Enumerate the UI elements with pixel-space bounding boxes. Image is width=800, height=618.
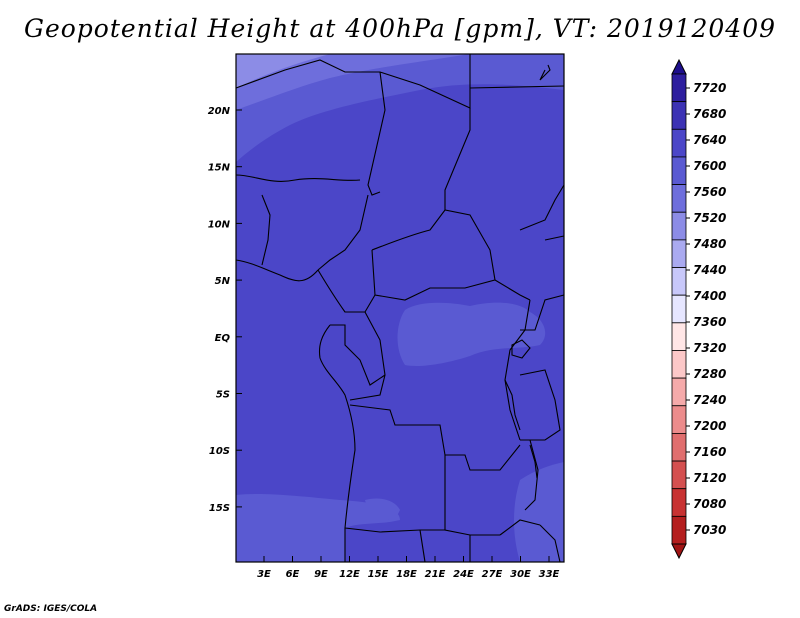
field-patch-equator bbox=[397, 302, 546, 366]
field-band-north-2 bbox=[236, 54, 470, 110]
colorbar-box bbox=[671, 211, 687, 241]
colorbar-box bbox=[671, 515, 687, 545]
border-kenya-uganda bbox=[520, 294, 565, 331]
nile-line bbox=[539, 64, 551, 81]
field-patch-south-center bbox=[365, 498, 400, 520]
colorbar-box bbox=[671, 101, 687, 130]
colorbar-box bbox=[671, 405, 687, 434]
map-title: Geopotential Height at 400hPa [gpm], VT:… bbox=[23, 14, 777, 43]
lon-tick-label: 9E bbox=[314, 569, 328, 580]
colorbar-label: 7030 bbox=[693, 523, 726, 537]
border-malawi bbox=[524, 439, 539, 511]
border-gabon-congo bbox=[330, 324, 386, 386]
colorbar-label: 7720 bbox=[693, 81, 726, 95]
border-south-namibia-botswana bbox=[419, 529, 426, 563]
colorbar-label: 7240 bbox=[693, 393, 726, 407]
colorbar-bottom-arrow bbox=[671, 543, 687, 560]
colorbar-label: 7680 bbox=[693, 107, 726, 121]
colorbar-label: 7120 bbox=[693, 471, 726, 485]
latitude-axis: 20N 15N 10N 5N EQ 5S 10S 15S bbox=[208, 106, 242, 514]
border-drc-west bbox=[349, 311, 386, 401]
coast-gabon bbox=[318, 324, 356, 562]
border-cameroon-gabon bbox=[317, 269, 376, 313]
lake-tanganyika bbox=[504, 379, 521, 431]
border-zambia-zim bbox=[499, 519, 541, 536]
lat-tick-label: 15S bbox=[209, 503, 230, 514]
lon-tick-label: 12E bbox=[339, 569, 360, 580]
colorbar-label: 7280 bbox=[693, 367, 726, 381]
lon-tick-label: 18E bbox=[396, 569, 417, 580]
colorbar-box bbox=[671, 239, 687, 268]
lon-tick-label: 30E bbox=[510, 569, 531, 580]
lat-tick-label: EQ bbox=[215, 333, 231, 344]
border-angola-zambia bbox=[444, 455, 500, 536]
colorbar-box bbox=[671, 294, 687, 324]
colorbar-label: 7080 bbox=[693, 497, 726, 511]
border-niger-nigeria bbox=[235, 174, 361, 182]
lake-victoria bbox=[511, 339, 531, 359]
colorbar-box bbox=[671, 184, 687, 213]
lon-tick-label: 27E bbox=[482, 569, 503, 580]
colorbar-label: 7560 bbox=[693, 185, 726, 199]
colorbar-box bbox=[671, 488, 687, 517]
colorbar-top-arrow bbox=[671, 58, 687, 75]
colorbar-label: 7360 bbox=[693, 315, 726, 329]
border-tanzania bbox=[519, 369, 561, 441]
border-north-1 bbox=[235, 54, 471, 109]
colorbar-label: 7200 bbox=[693, 419, 726, 433]
colorbar-box bbox=[671, 460, 687, 490]
lon-tick-label: 6E bbox=[286, 569, 300, 580]
lon-tick-label: 15E bbox=[368, 569, 389, 580]
colorbar-box bbox=[671, 128, 687, 158]
field-band-north-3 bbox=[236, 54, 330, 88]
border-nigeria-cameroon bbox=[317, 194, 369, 271]
border-benin bbox=[261, 194, 271, 266]
colorbar-box bbox=[671, 433, 687, 462]
colorbar-box bbox=[671, 267, 687, 296]
border-chad-west bbox=[367, 71, 386, 196]
colorbar-label: 7400 bbox=[693, 289, 726, 303]
colorbar-box bbox=[671, 156, 687, 185]
colorbar-label: 7320 bbox=[693, 341, 726, 355]
border-ethiopia bbox=[544, 235, 565, 241]
border-sudan-east bbox=[519, 184, 565, 231]
lon-tick-label: 3E bbox=[257, 569, 271, 580]
map-plot-area bbox=[235, 53, 565, 563]
lon-tick-label: 21E bbox=[425, 569, 446, 580]
field-patch-south-west bbox=[236, 493, 400, 562]
colorbar-box bbox=[671, 73, 687, 103]
lat-tick-label: 20N bbox=[208, 106, 231, 117]
colorbar-box bbox=[671, 350, 687, 379]
lat-tick-label: 10S bbox=[209, 446, 230, 457]
map-frame bbox=[235, 53, 565, 563]
lat-tick-label: 5N bbox=[215, 276, 231, 287]
lat-tick-label: 15N bbox=[208, 163, 231, 174]
border-car-south bbox=[371, 249, 531, 301]
lat-tick-label: 5S bbox=[216, 390, 230, 401]
border-moz-east bbox=[539, 524, 561, 563]
colorbar-label: 7520 bbox=[693, 211, 726, 225]
border-drc-east bbox=[504, 299, 531, 441]
border-north-2 bbox=[469, 85, 565, 89]
colorbar-label: 7440 bbox=[693, 263, 726, 277]
colorbar: 7720 7680 7640 7600 7560 7520 7480 7440 7400 7360… bbox=[671, 58, 726, 560]
colorbar-label: 7640 bbox=[693, 133, 726, 147]
lat-tick-label: 10N bbox=[208, 219, 231, 230]
lon-tick-label: 33E bbox=[539, 569, 560, 580]
lake-malawi bbox=[529, 444, 538, 479]
colorbar-label: 7600 bbox=[693, 159, 726, 173]
border-angola-namibia bbox=[344, 527, 445, 533]
border-chad-car bbox=[371, 209, 496, 281]
colorbar-box bbox=[671, 377, 687, 407]
coast-west bbox=[235, 259, 319, 282]
border-sudan bbox=[444, 108, 471, 210]
country-borders bbox=[235, 54, 565, 563]
colorbar-label: 7480 bbox=[693, 237, 726, 251]
colorbar-label: 7160 bbox=[693, 445, 726, 459]
lon-tick-label: 24E bbox=[453, 569, 474, 580]
colorbar-box bbox=[671, 322, 687, 351]
credit-label: GrADS: IGES/COLA bbox=[4, 604, 98, 614]
longitude-axis: 3E 6E 9E 12E 15E 18E 21E 24E 27E 30E 33E bbox=[257, 556, 560, 580]
